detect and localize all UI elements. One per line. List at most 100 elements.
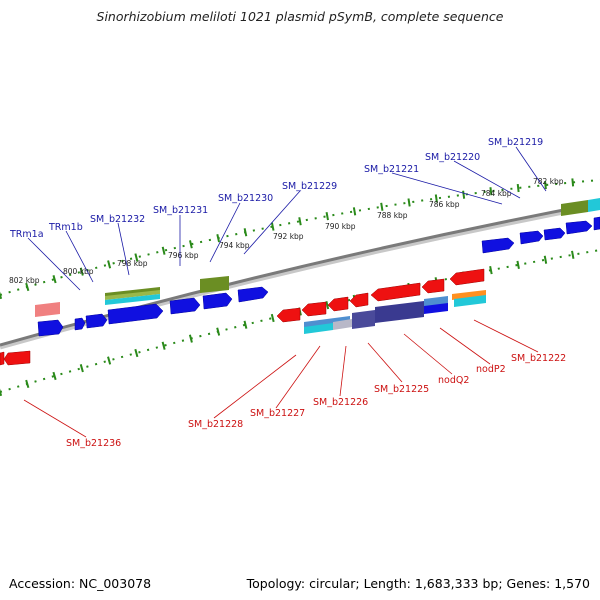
reverse-gene[interactable] — [276, 307, 301, 323]
cog-bar-lightblue[interactable] — [304, 316, 350, 328]
reverse-gene[interactable] — [327, 296, 349, 312]
tick-mark — [325, 301, 330, 310]
tick-mark — [79, 267, 84, 276]
cog-bar-navy[interactable] — [375, 301, 424, 323]
reverse-gene[interactable] — [301, 301, 327, 317]
gene-label[interactable]: SM_b21227 — [250, 408, 305, 419]
tick-mark — [188, 334, 193, 343]
forward-cog-bars — [35, 198, 600, 317]
scale-label: 802 kbp — [9, 276, 40, 285]
forward-gene[interactable] — [169, 297, 201, 315]
gene-label[interactable]: SM_b21220 — [425, 152, 480, 163]
gene-label[interactable]: SM_b21219 — [488, 137, 543, 148]
tick-mark — [0, 388, 3, 397]
forward-label-leaders — [27, 146, 547, 291]
reverse-gene[interactable] — [449, 268, 485, 286]
tick-mark — [407, 198, 411, 207]
tick-mark — [571, 178, 575, 187]
gene-label[interactable]: SM_b21236 — [66, 438, 121, 449]
tick-mark — [462, 190, 466, 199]
gene-label[interactable]: nodP2 — [476, 364, 506, 375]
gene-label[interactable]: TRm1a — [9, 229, 44, 240]
forward-gene[interactable] — [202, 292, 233, 310]
forward-gene[interactable] — [565, 220, 593, 235]
tick-mark — [25, 379, 30, 389]
cog-bar-cyan[interactable] — [105, 294, 160, 305]
tick-mark — [79, 364, 84, 373]
cog-bar-cyan[interactable] — [588, 198, 600, 212]
forward-gene[interactable] — [543, 227, 566, 241]
gene-label[interactable]: nodQ2 — [438, 375, 469, 386]
major-ticks — [0, 178, 575, 300]
gene-label[interactable]: SM_b21228 — [188, 419, 243, 430]
genome-summary: Topology: circular; Length: 1,683,333 bp… — [246, 576, 590, 591]
scale-label: 794 kbp — [219, 241, 250, 250]
cog-bar-orange[interactable] — [452, 290, 486, 300]
scale-label: 792 kbp — [273, 232, 304, 241]
gene-label[interactable]: SM_b21225 — [374, 384, 429, 395]
tick-mark — [216, 327, 221, 336]
scale-label: 786 kbp — [429, 200, 460, 209]
reverse-gene[interactable] — [349, 292, 369, 308]
reverse-label-leaders — [23, 319, 539, 438]
tick-mark — [243, 228, 248, 237]
cog-bar-blue[interactable] — [424, 303, 448, 314]
tick-mark — [270, 313, 275, 323]
tick-mark — [134, 253, 139, 262]
reverse-gene[interactable] — [370, 282, 421, 302]
forward-gene[interactable] — [519, 230, 544, 245]
gene-label[interactable]: SM_b21231 — [153, 205, 208, 216]
gene-label[interactable]: SM_b21222 — [511, 353, 566, 364]
gene-label[interactable]: TRm1b — [48, 222, 83, 233]
gene-label[interactable]: SM_b21230 — [218, 193, 273, 204]
tick-mark — [52, 371, 57, 381]
forward-genes — [37, 216, 600, 337]
cog-bar-grey[interactable] — [333, 319, 352, 330]
forward-gene[interactable] — [237, 286, 269, 303]
reverse-gene[interactable] — [421, 278, 445, 294]
forward-gene[interactable] — [74, 317, 86, 331]
tick-mark — [516, 183, 520, 193]
cog-bar-cyan[interactable] — [454, 295, 486, 307]
cog-bar-pink[interactable] — [35, 302, 60, 317]
tick-mark — [52, 275, 57, 284]
gene-label[interactable]: SM_b21229 — [282, 181, 337, 192]
gene-label[interactable]: SM_b21221 — [364, 164, 419, 175]
forward-gene[interactable] — [85, 313, 108, 329]
tick-mark — [189, 240, 193, 249]
gene-label[interactable]: SM_b21226 — [313, 397, 368, 408]
tick-mark — [325, 212, 329, 221]
tick-mark — [544, 181, 547, 190]
tick-mark — [380, 202, 384, 211]
cog-bar-cyan[interactable] — [304, 323, 333, 334]
forward-gene[interactable] — [481, 237, 515, 254]
forward-gene[interactable] — [593, 216, 600, 231]
forward-gene[interactable] — [107, 303, 164, 325]
tick-mark — [0, 291, 3, 300]
tick-mark — [161, 246, 166, 255]
tick-mark — [107, 356, 112, 365]
reverse-genes — [0, 268, 485, 366]
cog-bar-olive[interactable] — [561, 200, 588, 216]
scale-label: 788 kbp — [377, 211, 408, 220]
tick-mark — [134, 348, 139, 358]
tick-mark — [352, 207, 357, 216]
tick-mark — [571, 250, 575, 259]
tick-mark — [489, 187, 493, 196]
tick-mark — [516, 260, 520, 270]
reverse-gene[interactable] — [0, 351, 5, 366]
scale-label: 790 kbp — [325, 222, 356, 231]
inner-tick-ring — [0, 249, 600, 393]
cog-bar-lightolive[interactable] — [105, 290, 160, 300]
reverse-gene[interactable] — [3, 350, 31, 366]
scale-label: 800 kbp — [63, 267, 94, 276]
tick-mark — [161, 341, 166, 350]
gene-label[interactable]: SM_b21232 — [90, 214, 145, 225]
scale-label: 796 kbp — [168, 251, 199, 260]
cog-bar-navy[interactable] — [352, 310, 375, 329]
forward-gene[interactable] — [37, 319, 64, 337]
tick-mark — [25, 282, 30, 292]
scale-label: 798 kbp — [117, 259, 148, 268]
tick-mark — [298, 217, 302, 226]
cog-bar-olive[interactable] — [200, 276, 229, 293]
